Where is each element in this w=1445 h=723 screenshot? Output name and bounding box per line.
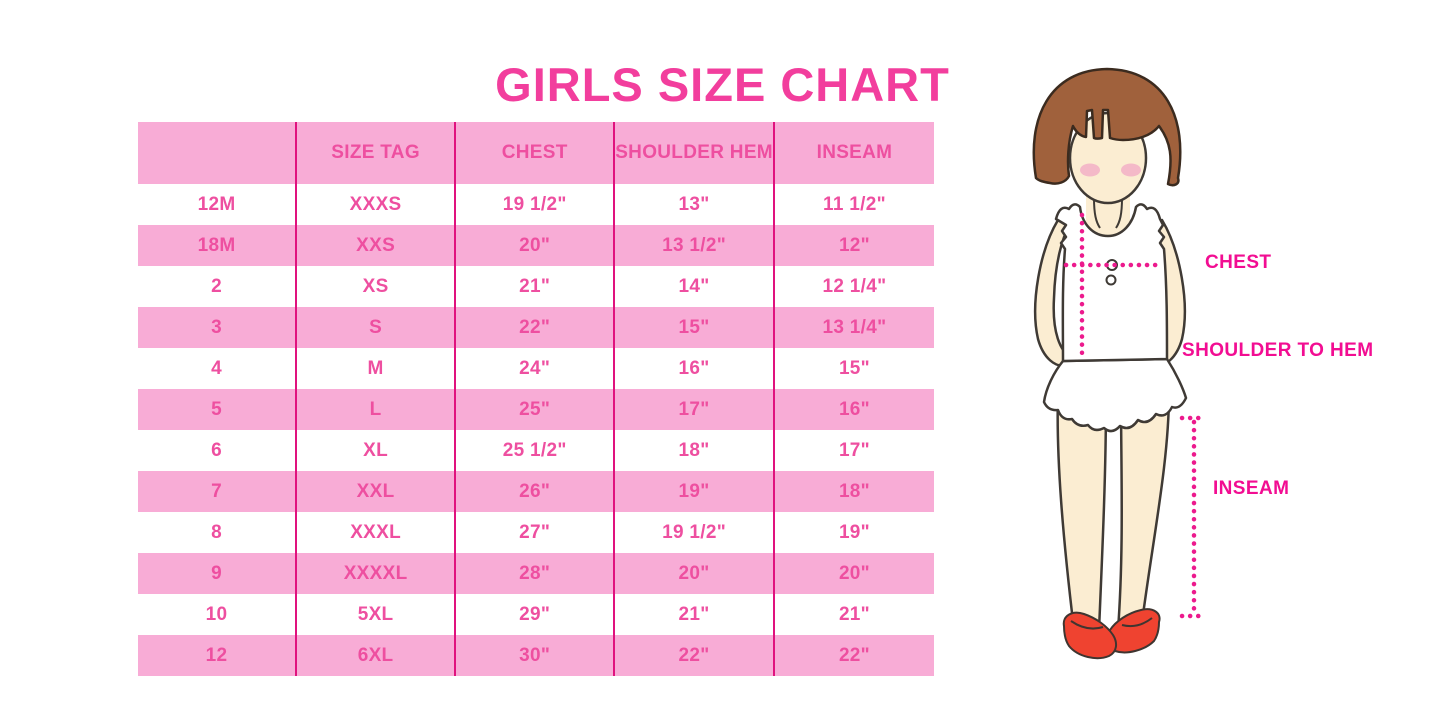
table-cell: XXL <box>297 471 457 512</box>
table-cell: 25 1/2" <box>456 430 616 471</box>
table-cell: 22" <box>615 635 775 676</box>
table-cell: XS <box>297 266 457 307</box>
blush-left <box>1080 163 1100 177</box>
table-header-cell <box>138 122 298 184</box>
page-title: GIRLS SIZE CHART <box>495 58 950 112</box>
table-cell: 4 <box>138 348 298 389</box>
table-cell: 16" <box>615 348 775 389</box>
table-cell: 18M <box>138 225 298 266</box>
table-header-cell: CHEST <box>456 122 616 184</box>
table-cell: 13 1/4" <box>774 307 934 348</box>
left-shoe <box>1062 611 1118 660</box>
table-cell: 19" <box>774 512 934 553</box>
right-shoe-strap <box>1121 617 1153 628</box>
table-cell: 18" <box>615 430 775 471</box>
table-cell: 22" <box>456 307 616 348</box>
table-cell: 19 1/2" <box>615 512 775 553</box>
table-cell: M <box>297 348 457 389</box>
girl-measurement-illustration <box>1032 67 1209 660</box>
table-cell: 12 1/4" <box>774 266 934 307</box>
table-cell: 29" <box>456 594 616 635</box>
table-cell: XXS <box>297 225 457 266</box>
table-cell: XL <box>297 430 457 471</box>
button-bottom <box>1105 274 1117 286</box>
table-cell: 27" <box>456 512 616 553</box>
chest-label: CHEST <box>1205 252 1272 273</box>
table-cell: 16" <box>774 389 934 430</box>
table-cell: L <box>297 389 457 430</box>
table-cell: 24" <box>456 348 616 389</box>
table-cell: 21" <box>456 266 616 307</box>
table-cell: 5XL <box>297 594 457 635</box>
neck-outline-left <box>1093 197 1101 229</box>
table-cell: 8 <box>138 512 298 553</box>
blush-right <box>1121 163 1141 177</box>
hair <box>1032 67 1182 187</box>
table-cell: 13" <box>615 184 775 225</box>
table-cell: 22" <box>774 635 934 676</box>
table-header-cell: SHOULDER HEM <box>615 122 775 184</box>
table-cell: 17" <box>615 389 775 430</box>
table-cell: 12 <box>138 635 298 676</box>
table-cell: 19 1/2" <box>456 184 616 225</box>
table-cell: 28" <box>456 553 616 594</box>
girls-size-table: SIZE TAG CHEST SHOULDER HEM INSEAM 12M X… <box>138 122 934 676</box>
table-cell: 20" <box>615 553 775 594</box>
table-cell: 7 <box>138 471 298 512</box>
table-cell: 9 <box>138 553 298 594</box>
table-cell: 11 1/2" <box>774 184 934 225</box>
table-cell: 20" <box>456 225 616 266</box>
table-cell: 25" <box>456 389 616 430</box>
table-cell: 10 <box>138 594 298 635</box>
table-cell: XXXXL <box>297 553 457 594</box>
table-cell: 6XL <box>297 635 457 676</box>
table-cell: 12" <box>774 225 934 266</box>
table-header-cell: SIZE TAG <box>297 122 457 184</box>
table-cell: 15" <box>774 348 934 389</box>
inseam-label: INSEAM <box>1213 478 1290 499</box>
table-cell: 26" <box>456 471 616 512</box>
left-shoe-strap <box>1070 620 1104 630</box>
table-cell: 12M <box>138 184 298 225</box>
table-cell: S <box>297 307 457 348</box>
table-cell: 18" <box>774 471 934 512</box>
table-cell: 13 1/2" <box>615 225 775 266</box>
table-cell: 6 <box>138 430 298 471</box>
table-cell: XXXS <box>297 184 457 225</box>
table-cell: 19" <box>615 471 775 512</box>
shoulder-to-hem-label: SHOULDER TO HEM <box>1182 340 1374 361</box>
table-cell: 14" <box>615 266 775 307</box>
table-cell: 15" <box>615 307 775 348</box>
table-cell: 21" <box>774 594 934 635</box>
inseam-measure-line <box>1179 415 1209 619</box>
table-cell: 21" <box>615 594 775 635</box>
skirt <box>1042 357 1188 433</box>
table-cell: 30" <box>456 635 616 676</box>
table-header-cell: INSEAM <box>774 122 934 184</box>
table-cell: 5 <box>138 389 298 430</box>
table-cell: 20" <box>774 553 934 594</box>
table-cell: 17" <box>774 430 934 471</box>
table-cell: 2 <box>138 266 298 307</box>
table-cell: XXXL <box>297 512 457 553</box>
neck-outline-right <box>1115 197 1123 229</box>
table-cell: 3 <box>138 307 298 348</box>
